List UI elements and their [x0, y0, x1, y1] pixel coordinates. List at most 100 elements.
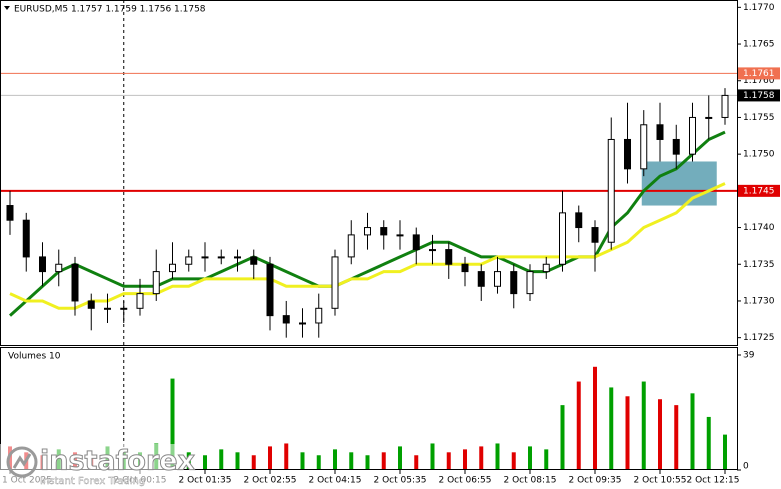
logo-icon-mark — [12, 453, 32, 469]
volume-bar — [333, 449, 337, 470]
y-tick-label: 1.1760 — [743, 76, 775, 86]
volume-bar — [690, 393, 695, 470]
candle-body — [542, 263, 550, 273]
candle-body — [510, 271, 518, 295]
candle-body — [299, 322, 306, 325]
volume-bar — [186, 452, 191, 470]
y-tick-label: 1.1750 — [743, 150, 775, 160]
x-tick-label: 2 Oct 10:55 — [634, 476, 687, 486]
x-tick-label: 2 Oct 01:35 — [179, 476, 232, 486]
volume-bar — [268, 446, 272, 470]
y-tick-label: 1.1735 — [743, 260, 775, 270]
zone — [641, 161, 717, 206]
candle-body — [55, 263, 63, 273]
volume-bar — [560, 405, 565, 470]
candle-body — [6, 205, 14, 221]
candle-body — [656, 124, 664, 140]
volume-bar — [446, 452, 451, 470]
logo-tagline: Instant Forex Trading — [40, 476, 145, 487]
last-price-label: 1.1758 — [743, 91, 775, 101]
volume-bar — [706, 416, 711, 470]
volume-bar — [495, 443, 500, 470]
candle-body — [87, 300, 95, 309]
logo-name: instaforex — [40, 446, 195, 477]
moving-average — [8, 130, 726, 317]
title-arrow — [4, 6, 10, 10]
volume-tick-label: 0 — [743, 462, 749, 472]
volume-bar — [479, 446, 484, 470]
volume-title: Volumes 10 — [8, 352, 61, 362]
chart-title: EURUSD,M5 1.1757 1.1759 1.1756 1.1758 — [14, 5, 206, 15]
candle-body — [120, 307, 128, 310]
candle-body — [721, 94, 729, 118]
volume-bar — [430, 443, 435, 470]
volume-bar — [625, 396, 630, 470]
volume-bar — [251, 455, 256, 470]
volume-bar — [723, 434, 727, 470]
candle-body — [477, 271, 485, 287]
candle-body — [624, 138, 631, 170]
candle-body — [640, 124, 648, 170]
level-label: 1.1745 — [743, 186, 775, 196]
candle-body — [445, 249, 453, 265]
candle-body — [672, 138, 680, 155]
volume-bar — [203, 455, 207, 470]
level-label-bg — [738, 67, 780, 80]
candle-body — [364, 227, 371, 236]
candle-body — [591, 227, 599, 243]
candle-body — [71, 263, 79, 302]
x-tick-label: 2 Oct 04:15 — [309, 476, 362, 486]
y-tick-label: 1.1770 — [743, 3, 775, 13]
candle-body — [559, 212, 566, 265]
volume-bar — [316, 455, 321, 470]
candle-body — [217, 256, 225, 259]
volume-bar — [511, 452, 516, 470]
y-tick-label: 1.1725 — [743, 333, 775, 343]
candle-body — [136, 293, 144, 309]
candle-body — [331, 256, 339, 309]
volume-bar — [300, 452, 305, 470]
volume-bar — [349, 452, 354, 470]
candle-body — [461, 263, 469, 273]
candle-body — [380, 227, 388, 236]
candle-body — [315, 307, 323, 324]
volume-bar — [365, 455, 370, 470]
x-tick-label: 2 Oct 09:35 — [569, 476, 622, 486]
volume-frame — [0, 347, 738, 470]
candle-body — [39, 256, 46, 273]
volume-bar — [641, 381, 646, 470]
logo: instaforex Instant Forex Trading — [0, 444, 196, 489]
volume-bar — [235, 452, 240, 470]
volume-bar — [658, 399, 662, 470]
candle-body — [575, 212, 583, 229]
candle-body — [152, 271, 160, 295]
level-label-bg — [738, 184, 780, 197]
volume-bar — [398, 446, 402, 470]
candle-body — [705, 116, 713, 119]
moving-average — [9, 182, 726, 310]
y-tick-label: 1.1730 — [743, 296, 775, 306]
candle-body — [250, 256, 258, 265]
candle-body — [412, 234, 420, 251]
volume-bar — [576, 381, 581, 470]
candle-body — [396, 234, 404, 237]
y-tick-label: 1.1740 — [743, 223, 775, 233]
volume-bar — [609, 387, 614, 470]
y-tick-label: 1.1765 — [743, 40, 775, 50]
candle-body — [185, 256, 193, 265]
x-tick-label: 2 Oct 12:15 — [687, 476, 740, 486]
x-tick-label: 2 Oct 02:55 — [244, 476, 297, 486]
candle-body — [526, 271, 534, 295]
level-label: 1.1761 — [743, 69, 775, 79]
candle-body — [282, 315, 290, 324]
volume-bar — [463, 449, 467, 470]
x-tick-label: 2 Oct 06:55 — [439, 476, 492, 486]
volume-bar — [593, 366, 597, 470]
logo-icon — [6, 446, 38, 478]
candle-body — [22, 219, 30, 258]
candle-body — [234, 256, 241, 259]
candle-body — [104, 307, 111, 310]
candle-body — [689, 116, 696, 155]
